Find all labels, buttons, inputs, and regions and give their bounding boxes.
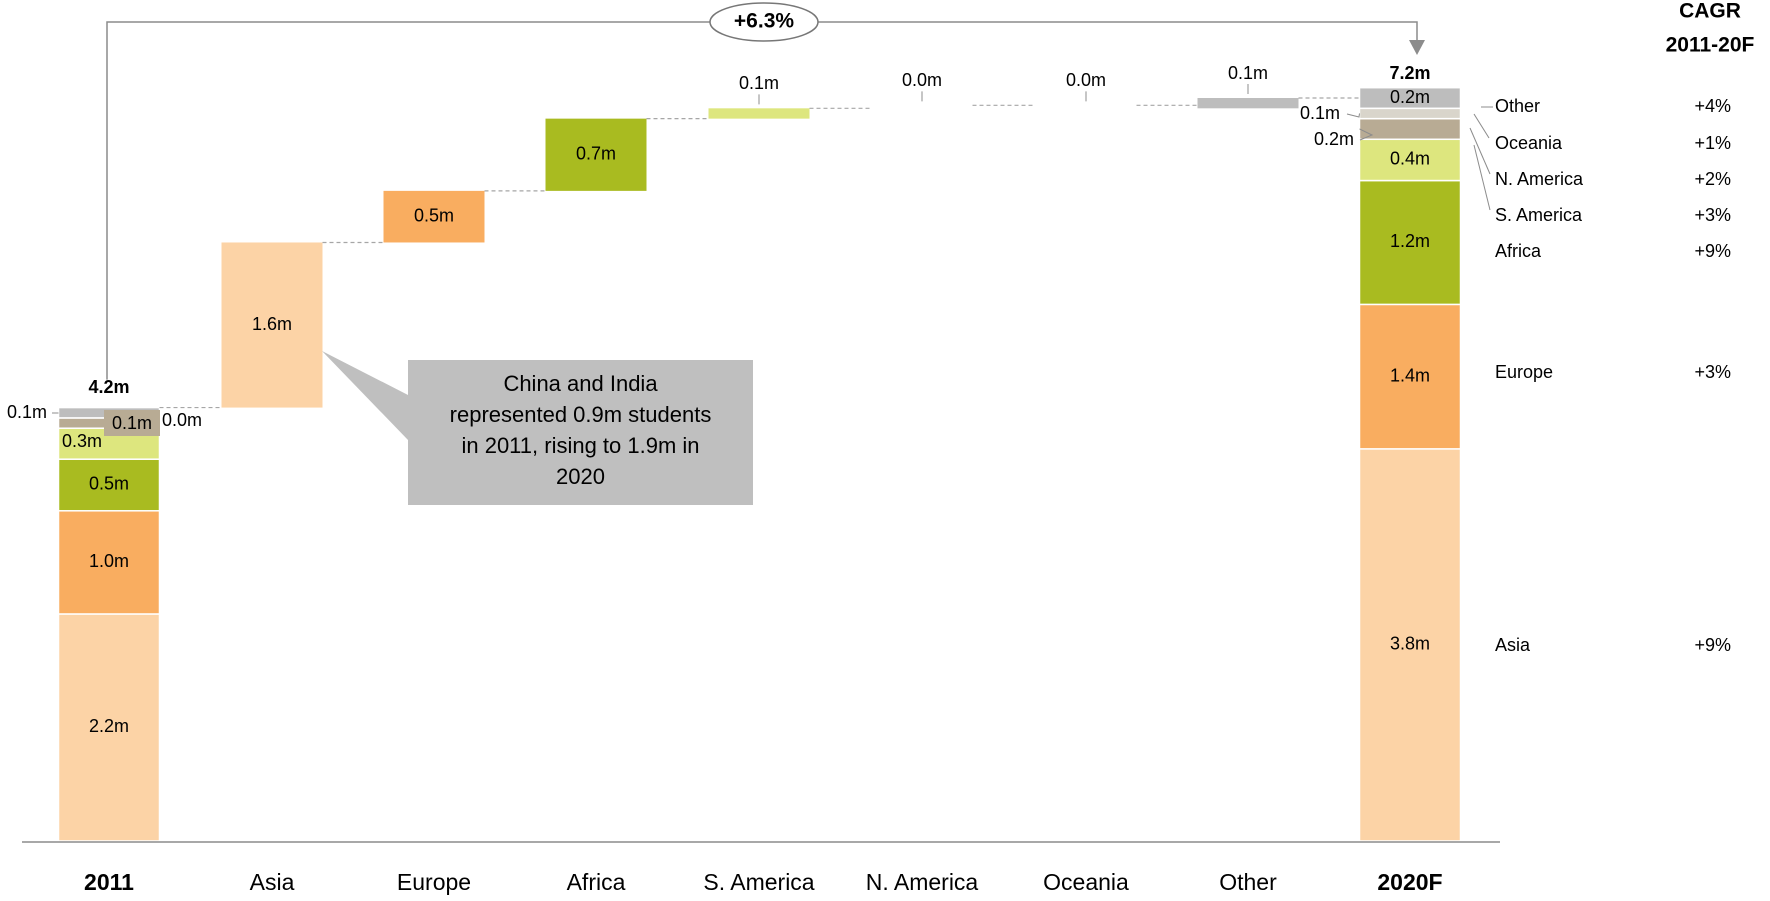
x-tick-2020f: 2020F	[1377, 869, 1442, 895]
legend-label-africa: Africa	[1495, 241, 1542, 261]
callout-pointer	[322, 351, 408, 440]
step-label-n-america: 0.0m	[902, 70, 942, 90]
x-tick-asia: Asia	[250, 869, 295, 895]
bar-2020f-segment-oceania	[1358, 107, 1462, 120]
segment-label-2011-asia: 2.2m	[89, 716, 129, 736]
segment-label-2020f-n-america: 0.2m	[1314, 129, 1354, 149]
leader-line-2020f-oceania	[1346, 113, 1360, 118]
growth-arrowhead	[1409, 40, 1425, 55]
cagr-value-n-america: +2%	[1694, 169, 1731, 189]
step-label-africa: 0.7m	[576, 144, 616, 164]
cagr-value-other: +4%	[1694, 96, 1731, 116]
x-tick-europe: Europe	[397, 869, 471, 895]
total-label-2011: 4.2m	[88, 377, 129, 397]
segment-label-2011-europe: 1.0m	[89, 551, 129, 571]
x-tick-other: Other	[1219, 869, 1277, 895]
callout-line-2: represented 0.9m students	[450, 402, 712, 427]
legend-label-other: Other	[1495, 96, 1540, 116]
x-tick-africa: Africa	[567, 869, 626, 895]
cagr-header-line-2: 2011-20F	[1666, 34, 1755, 57]
segment-label-2011-s-america: 0.3m	[62, 431, 102, 451]
growth-badge	[709, 2, 819, 42]
cagr-value-s-america: +3%	[1694, 205, 1731, 225]
step-label-other: 0.1m	[1228, 63, 1268, 83]
legend-label-s-america: S. America	[1495, 205, 1583, 225]
segment-label-2020f-other: 0.2m	[1390, 87, 1430, 107]
segment-label-2020f-asia: 3.8m	[1390, 634, 1430, 654]
callout-line-1: China and India	[503, 371, 658, 396]
leader-legend-oceania	[1473, 113, 1490, 139]
step-label-s-america: 0.1m	[739, 73, 779, 93]
callout-line-3: in 2011, rising to 1.9m in	[461, 433, 699, 458]
segment-label-2011-other: 0.1m	[7, 402, 47, 422]
step-label-oceania: 0.0m	[1066, 70, 1106, 90]
bar-2020f-segment-s-america	[1358, 138, 1462, 182]
step-bar-europe	[383, 190, 485, 243]
cagr-header-line-1: CAGR	[1679, 0, 1741, 23]
segment-label-2020f-s-america: 0.4m	[1390, 149, 1430, 169]
segment-label-bg-2011-n-america	[104, 410, 160, 436]
leader-legend-s-america	[1473, 144, 1491, 211]
segment-label-2020f-africa: 1.2m	[1390, 231, 1430, 251]
x-tick-2011: 2011	[84, 869, 134, 895]
step-bar-s-america	[708, 108, 810, 119]
callout-line-4: 2020	[556, 464, 605, 489]
step-label-europe: 0.5m	[414, 205, 454, 225]
bar-2020f-segment-africa	[1358, 179, 1462, 306]
cagr-value-europe: +3%	[1694, 362, 1731, 382]
callout-box	[408, 360, 753, 505]
legend-label-europe: Europe	[1495, 362, 1553, 382]
x-tick-n-america: N. America	[866, 869, 979, 895]
step-bar-asia	[221, 242, 323, 408]
segment-label-2011-oceania: 0.0m	[162, 410, 202, 430]
segment-label-2011-africa: 0.5m	[89, 474, 129, 494]
segment-label-2011-n-america: 0.1m	[112, 413, 152, 433]
total-label-2020f: 7.2m	[1389, 63, 1430, 83]
growth-label: +6.3%	[734, 10, 794, 33]
bar-2011-segment-asia	[57, 613, 161, 842]
legend-label-oceania: Oceania	[1495, 133, 1563, 153]
bar-2020f-segment-n-america	[1358, 117, 1462, 141]
x-tick-oceania: Oceania	[1043, 869, 1129, 895]
legend-label-asia: Asia	[1495, 635, 1531, 655]
leader-line-2020f-n-america	[1359, 128, 1374, 141]
step-bar-other	[1197, 98, 1299, 109]
step-label-asia: 1.6m	[252, 314, 292, 334]
segment-label-2020f-europe: 1.4m	[1390, 365, 1430, 385]
x-tick-s-america: S. America	[703, 869, 814, 895]
cagr-value-asia: +9%	[1694, 635, 1731, 655]
leader-legend-n-america	[1469, 127, 1491, 175]
legend-label-n-america: N. America	[1495, 169, 1584, 189]
bar-2011-segment-europe	[57, 510, 161, 615]
cagr-value-oceania: +1%	[1694, 133, 1731, 153]
bar-2020f-segment-other	[1358, 86, 1462, 110]
cagr-value-africa: +9%	[1694, 241, 1731, 261]
segment-label-2020f-oceania: 0.1m	[1300, 103, 1340, 123]
step-bar-africa	[545, 118, 647, 191]
